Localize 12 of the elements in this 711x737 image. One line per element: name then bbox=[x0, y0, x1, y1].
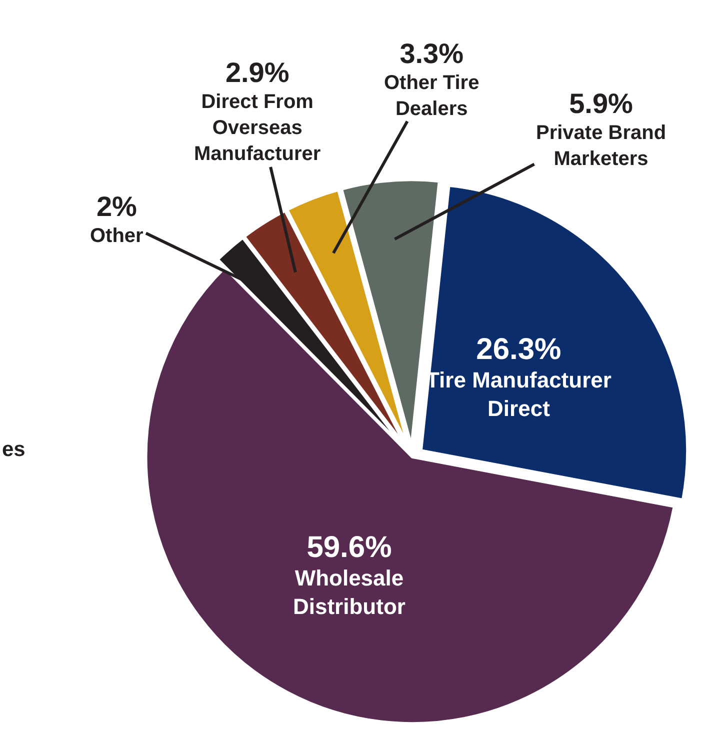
data-label: 3.3% bbox=[400, 38, 464, 69]
slice-label: Wholesale Distributor bbox=[293, 566, 406, 620]
slice-label: Other bbox=[90, 225, 144, 247]
data-label: 59.6% bbox=[306, 531, 392, 564]
slice-label: Private Brand Marketers bbox=[536, 122, 666, 170]
slice-label: Direct From Overseas Manufacturer bbox=[194, 91, 321, 165]
data-label: 2.9% bbox=[225, 57, 290, 88]
data-label: 2% bbox=[96, 191, 138, 222]
text: es bbox=[2, 438, 26, 461]
data-label: 26.3% bbox=[476, 333, 562, 366]
data-label: 5.9% bbox=[569, 88, 634, 119]
slice-label: Other Tire Dealers bbox=[384, 72, 480, 120]
